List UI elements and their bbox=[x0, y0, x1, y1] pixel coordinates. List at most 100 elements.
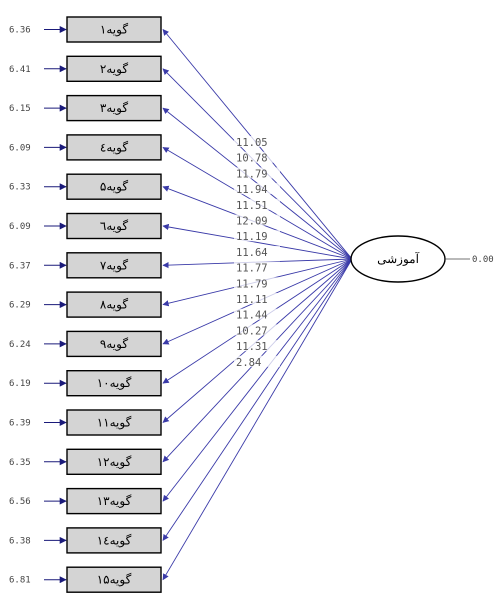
item-label: گویه۱٤ bbox=[97, 533, 132, 547]
error-variance: 6.37 bbox=[9, 261, 31, 271]
loading-path bbox=[162, 258, 353, 502]
loading-coefficient: 2.84 bbox=[236, 357, 261, 369]
error-variance: 6.39 bbox=[9, 419, 31, 429]
item-box[interactable] bbox=[66, 527, 162, 554]
loading-coefficient: 11.05 bbox=[236, 137, 268, 149]
item-node[interactable]: گویه۱۰ bbox=[66, 370, 162, 397]
loading-path bbox=[162, 258, 353, 581]
item-label: گویه۳ bbox=[100, 101, 128, 115]
coefficient-bg bbox=[234, 151, 280, 163]
loading-coefficient: 11.44 bbox=[236, 310, 268, 322]
item-node[interactable]: گویه۱۵ bbox=[66, 566, 162, 593]
item-node[interactable]: گویه۱۳ bbox=[66, 487, 162, 515]
item-label: گویه۱۱ bbox=[97, 416, 132, 430]
item-label: گویه۱۵ bbox=[97, 573, 132, 587]
error-variance: 6.41 bbox=[9, 65, 31, 75]
item-node[interactable]: گویه۱ bbox=[66, 16, 162, 43]
item-label: گویه۲ bbox=[100, 62, 128, 76]
item-label: گویه۹ bbox=[100, 337, 128, 351]
item-box[interactable] bbox=[66, 173, 162, 200]
loading-coefficient: 11.79 bbox=[236, 168, 268, 180]
loading-path bbox=[162, 223, 353, 260]
error-variance: 6.15 bbox=[9, 104, 31, 114]
item-box[interactable] bbox=[66, 291, 162, 318]
item-box[interactable] bbox=[66, 566, 162, 593]
coefficient-bg bbox=[234, 340, 280, 352]
coefficient-bg bbox=[234, 293, 280, 304]
factor-label: آموزشی bbox=[377, 251, 419, 266]
error-variance: 6.09 bbox=[9, 143, 31, 153]
error-terms: 6.36 6.41 6.15 6.09 6.33 6.09 6.37 6.29 6.24 6.19… bbox=[9, 26, 67, 586]
loading-coefficient: 11.64 bbox=[236, 247, 268, 259]
item-box[interactable] bbox=[66, 409, 162, 436]
loading-coefficients: 11.05 10.78 11.79 11.94 11.51 12.09 11.19 11.64… bbox=[234, 136, 280, 369]
item-box[interactable] bbox=[66, 55, 162, 82]
item-node[interactable]: گویه۱۱ bbox=[66, 409, 162, 436]
loading-coefficient: 11.77 bbox=[236, 263, 268, 275]
coefficient-bg bbox=[234, 355, 280, 367]
item-box[interactable] bbox=[66, 16, 162, 43]
item-label: گویه۱۰ bbox=[97, 376, 132, 390]
coefficient-bg bbox=[234, 183, 280, 195]
item-box[interactable] bbox=[66, 330, 162, 358]
loading-coefficient: 11.19 bbox=[236, 231, 268, 243]
loading-coefficient: 11.79 bbox=[236, 278, 268, 290]
coefficient-bg bbox=[234, 167, 280, 179]
loading-path bbox=[162, 258, 353, 384]
loading-coefficient: 11.11 bbox=[236, 294, 268, 306]
loading-coefficient: 11.51 bbox=[236, 200, 268, 212]
observed-items: گویه۱ گویه۲ گویه۳ گویه٤ گویه۵ گویه٦ گویه۷ گویه۸… bbox=[66, 16, 162, 593]
coefficient-bg bbox=[234, 214, 280, 226]
error-variance: 6.56 bbox=[9, 497, 31, 507]
loading-coefficient: 11.31 bbox=[236, 341, 268, 353]
coefficient-bg bbox=[234, 136, 280, 147]
item-node[interactable]: گویه۹ bbox=[66, 330, 162, 358]
error-variance: 6.19 bbox=[9, 379, 31, 389]
item-box[interactable] bbox=[66, 212, 162, 240]
item-box[interactable] bbox=[66, 134, 162, 161]
item-node[interactable]: گویه۱۲ bbox=[66, 448, 162, 475]
item-node[interactable]: گویه٤ bbox=[66, 134, 162, 161]
item-node[interactable]: گویه۵ bbox=[66, 173, 162, 200]
factor-node[interactable]: آموزشی 0.00 bbox=[350, 235, 494, 283]
item-box[interactable] bbox=[66, 448, 162, 475]
error-variance: 6.81 bbox=[9, 576, 31, 586]
loading-coefficient: 10.27 bbox=[236, 325, 268, 337]
coefficient-bg bbox=[234, 324, 280, 336]
loading-path bbox=[162, 68, 353, 260]
error-variance: 6.35 bbox=[9, 458, 31, 468]
error-variance: 6.38 bbox=[9, 536, 31, 546]
factor-variance: 0.00 bbox=[472, 255, 494, 265]
item-node[interactable]: گویه۱٤ bbox=[66, 527, 162, 554]
error-variance: 6.36 bbox=[9, 26, 31, 36]
coefficient-bg bbox=[234, 230, 280, 242]
error-variance: 6.29 bbox=[9, 301, 31, 311]
coefficient-bg bbox=[234, 245, 280, 257]
item-box[interactable] bbox=[66, 487, 162, 515]
item-node[interactable]: گویه٦ bbox=[66, 212, 162, 240]
item-box[interactable] bbox=[66, 370, 162, 397]
loading-path bbox=[162, 258, 353, 541]
item-node[interactable]: گویه۳ bbox=[66, 94, 162, 122]
item-node[interactable]: گویه۲ bbox=[66, 55, 162, 82]
item-node[interactable]: گویه۷ bbox=[66, 252, 162, 279]
error-variance: 6.09 bbox=[9, 222, 31, 232]
loading-coefficient: 12.09 bbox=[236, 216, 268, 228]
coefficient-bg bbox=[234, 198, 280, 210]
coefficient-bg bbox=[234, 261, 280, 273]
error-variance: 6.33 bbox=[9, 183, 31, 193]
item-box[interactable] bbox=[66, 94, 162, 122]
item-label: گویه۱۲ bbox=[97, 455, 132, 469]
item-node[interactable]: گویه۸ bbox=[66, 291, 162, 318]
loading-coefficient: 10.78 bbox=[236, 153, 268, 165]
item-label: گویه۷ bbox=[100, 258, 128, 272]
item-label: گویه۱۳ bbox=[97, 494, 132, 508]
coefficient-bg bbox=[234, 277, 280, 289]
item-label: گویه۸ bbox=[100, 298, 128, 312]
item-label: گویه٤ bbox=[100, 140, 128, 154]
loading-coefficient: 11.94 bbox=[236, 184, 268, 196]
item-label: گویه۱ bbox=[100, 23, 128, 37]
item-box[interactable] bbox=[66, 252, 162, 279]
error-variance: 6.24 bbox=[9, 340, 31, 350]
